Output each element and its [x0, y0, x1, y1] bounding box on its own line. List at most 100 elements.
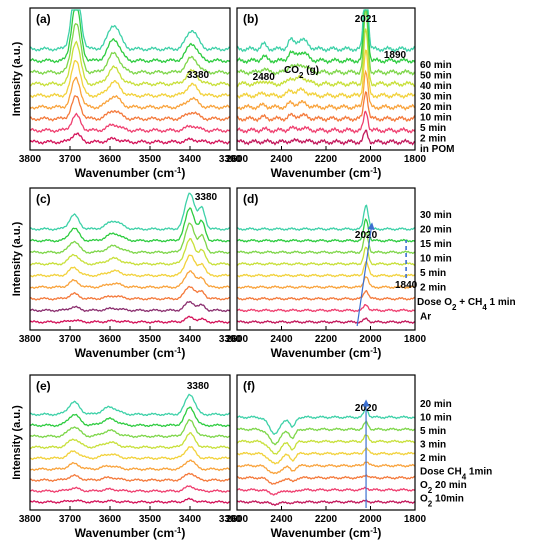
panel-label: (c): [36, 192, 51, 206]
peak-annotation: 1840: [395, 280, 418, 291]
legend-label: Dose O2 + CH4 1 min: [417, 297, 516, 312]
spectrum-line-2: [29, 95, 231, 122]
x-axis-label: Wavenumber (cm-1): [75, 526, 186, 541]
x-tick-label: 3400: [179, 334, 202, 345]
spectrum-line-1: [29, 300, 231, 313]
legend-label: 30 min: [420, 92, 452, 103]
trend-arrow: [356, 222, 375, 327]
legend-label: O2 20 min: [420, 480, 467, 495]
spectrum-line-8: [29, 192, 231, 232]
x-tick-label: 3600: [99, 514, 122, 525]
x-tick-label: 3300: [219, 154, 242, 165]
x-tick-label: 3300: [219, 514, 242, 525]
legend-label: 5 min: [420, 123, 446, 134]
spectrum-line-0: [236, 317, 416, 325]
legend-label: 60 min: [420, 60, 452, 71]
plot-frame: [29, 374, 231, 511]
x-tick-label: 1800: [404, 334, 427, 345]
x-tick-label: 3600: [99, 334, 122, 345]
spectrum-line-2: [29, 285, 231, 301]
co2-annotation: CO2 (g): [284, 65, 319, 80]
legend-label: 20 min: [420, 225, 452, 236]
spectrum-line-4: [236, 260, 416, 278]
legend-label: 20 min: [420, 102, 452, 113]
panel-label: (d): [243, 192, 258, 206]
x-tick-label: 3500: [139, 514, 162, 525]
spectrum-line-5: [29, 40, 231, 87]
x-tick-label: 3500: [139, 334, 162, 345]
spectrum-line-3: [29, 76, 231, 111]
spectrum-line-0: [236, 499, 416, 507]
x-tick-label: 3300: [219, 334, 242, 345]
spectrum-line-6: [29, 418, 231, 439]
x-axis-label: Wavenumber (cm-1): [271, 526, 382, 541]
spectrum-line-3: [29, 270, 231, 290]
spectrum-line-2: [236, 289, 416, 301]
plot-frame: [29, 187, 231, 331]
legend-label: 2 min: [420, 283, 446, 294]
panel-label: (e): [36, 379, 51, 393]
x-axis-label: Wavenumber (cm-1): [75, 346, 186, 361]
spectrum-line-7: [236, 408, 416, 435]
x-tick-label: 3800: [19, 334, 42, 345]
x-tick-label: 2400: [270, 154, 293, 165]
plot-frame: [236, 187, 416, 331]
peak-annotation: 2480: [253, 72, 276, 83]
spectrum-line-2: [236, 474, 416, 485]
legend-label: 20 min: [420, 399, 452, 410]
spectrum-line-7: [29, 9, 231, 64]
peak-annotation: 2021: [355, 14, 378, 25]
x-tick-label: 3400: [179, 154, 202, 165]
spectrum-line-3: [29, 459, 231, 472]
legend-label: 50 min: [420, 71, 452, 82]
x-tick-label: 2000: [359, 154, 382, 165]
legend-label: 40 min: [420, 81, 452, 92]
spectrum-line-0: [29, 497, 231, 504]
spectrum-line-1: [29, 485, 231, 493]
spectrum-line-5: [29, 237, 231, 266]
spectrum-line-6: [29, 222, 231, 255]
legend-label: 5 min: [420, 426, 446, 437]
x-axis-label: Wavenumber (cm-1): [271, 166, 382, 181]
legend-label: in POM: [420, 144, 454, 155]
panel-b: 2600 2400 2200 2000 1800 Wavenumber (cm-1) (b)…: [226, 7, 454, 181]
spectrum-line-8: [29, 393, 231, 417]
x-tick-label: 2600: [226, 514, 249, 525]
x-tick-label: 3800: [19, 154, 42, 165]
legend-label: 30 min: [420, 210, 452, 221]
x-axis-label: Wavenumber (cm-1): [271, 346, 382, 361]
panel-d: 2600 2400 2200 2000 1800 Wavenumber (cm-1) (d)…: [226, 187, 516, 361]
y-axis-label: Intensity (a.u.): [11, 405, 23, 480]
spectrum-line-5: [29, 432, 231, 450]
spectrum-line-4: [29, 445, 231, 461]
spectrum-line-1: [29, 112, 231, 134]
legend-label: O2 10min: [420, 494, 464, 509]
spectrum-line-1: [236, 303, 416, 313]
legend-label: 10 min: [420, 413, 452, 424]
panel-c: 3800 3700 3600 3500 3400 3300 Wavenumber (cm-1…: [11, 187, 242, 361]
spectrum-line-7: [29, 207, 231, 243]
legend-label: 10 min: [420, 113, 452, 124]
panel-label: (a): [36, 12, 51, 26]
x-tick-label: 2000: [359, 514, 382, 525]
spectrum-line-0: [29, 132, 231, 145]
spectrum-line-3: [236, 276, 416, 290]
spectrum-line-4: [29, 59, 231, 99]
x-tick-label: 3800: [19, 514, 42, 525]
spectrum-line-6: [236, 231, 416, 255]
x-tick-label: 1800: [404, 514, 427, 525]
x-tick-label: 1800: [404, 154, 427, 165]
peak-annotation: 3380: [187, 381, 210, 392]
spectrum-line-7: [29, 406, 231, 428]
panel-label: (f): [243, 379, 255, 393]
y-axis-label: Intensity (a.u.): [11, 221, 23, 296]
panel-e: 3800 3700 3600 3500 3400 3300 Wavenumber (cm-1…: [11, 374, 242, 541]
legend-label: 2 min: [420, 453, 446, 464]
spectrum-line-1: [236, 110, 416, 134]
spectrum-line-7: [236, 218, 416, 243]
x-tick-label: 3400: [179, 514, 202, 525]
spectrum-line-4: [29, 254, 231, 278]
spectrum-line-1: [236, 486, 416, 496]
spectrum-line-3: [236, 461, 416, 475]
